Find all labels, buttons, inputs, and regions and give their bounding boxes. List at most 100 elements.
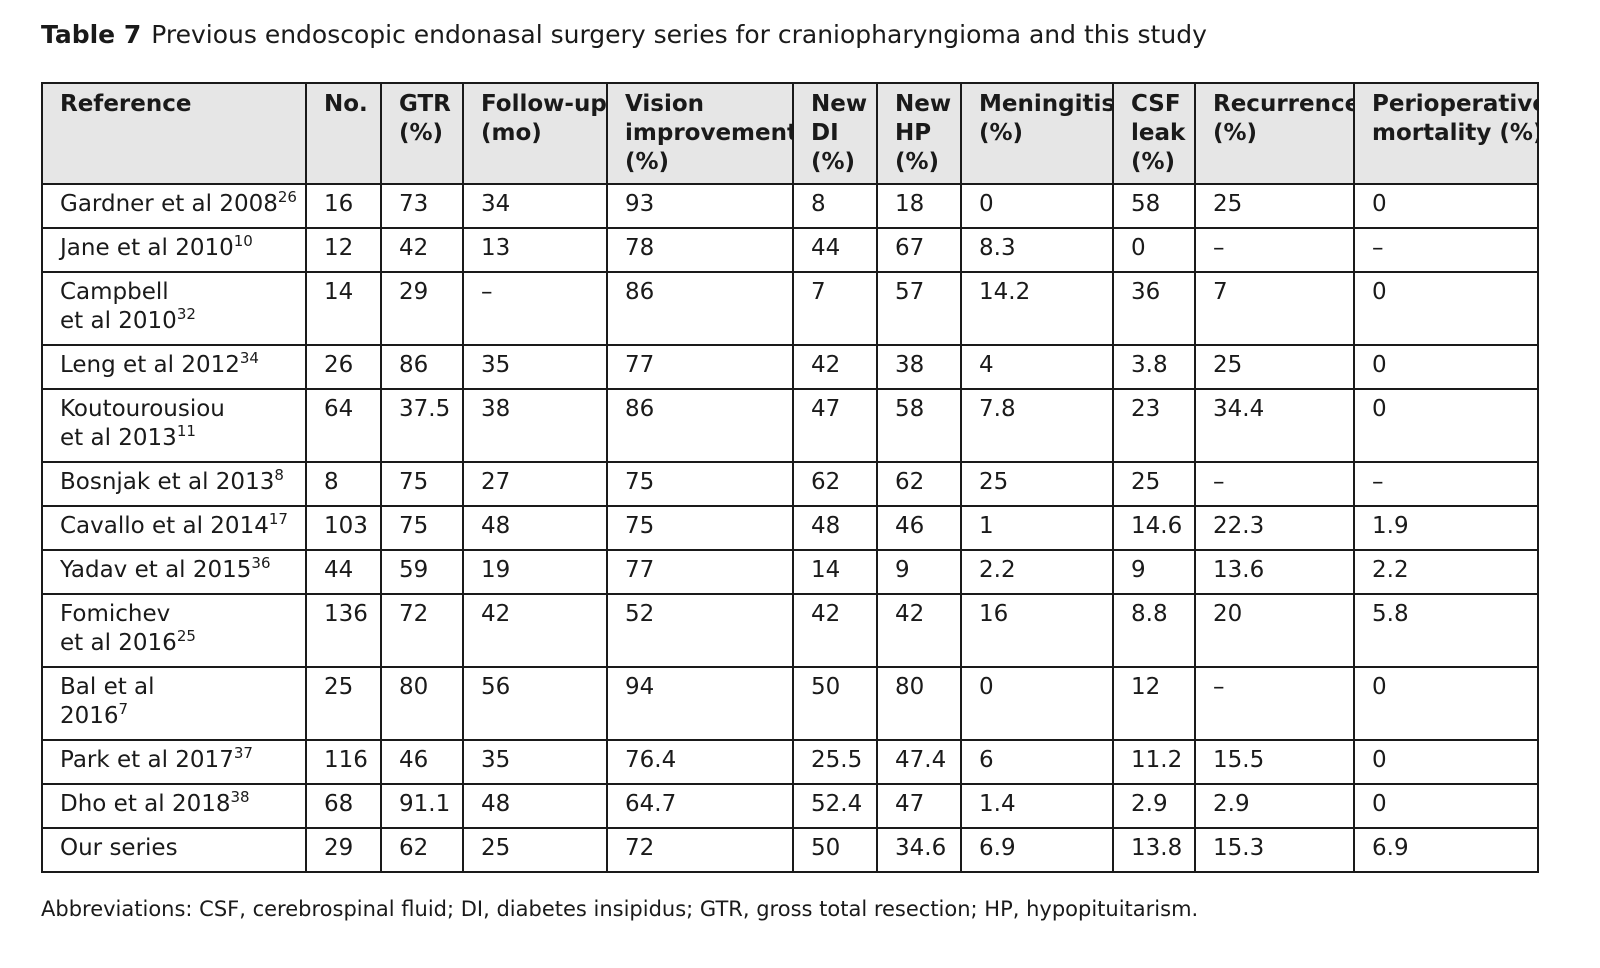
reference-text-line: et al 2016 <box>60 630 177 656</box>
table-cell: 2.2 <box>960 549 1114 595</box>
reference-text-line: Cavallo et al 2014 <box>60 513 269 539</box>
table-cell: 75 <box>606 461 794 507</box>
table-cell: 35 <box>462 739 608 785</box>
table-row: Our series 29 62 25 72 50 34.6 6.9 13.8 15.3 6.9 <box>41 827 1539 873</box>
table-cell: 52.4 <box>792 783 878 829</box>
table-cell: 93 <box>606 183 794 229</box>
table-cell: 86 <box>606 271 794 346</box>
table-cell: 103 <box>305 505 382 551</box>
column-header-line: DI <box>811 120 839 146</box>
table-row: Koutourousiou et al 201311 64 37.5 38 86 47 58 7… <box>41 388 1539 463</box>
table-cell: 0 <box>1353 739 1539 785</box>
column-header: Recurrence (%) <box>1194 82 1355 185</box>
citation-superscript: 11 <box>176 422 196 440</box>
table-row: Jane et al 201010 12 42 13 78 44 67 8.3 0– – <box>41 227 1539 273</box>
table-cell: 16 <box>305 183 382 229</box>
reference-text: Gardner et al 200826 <box>60 190 299 219</box>
table-cell: 19 <box>462 549 608 595</box>
table-cell: 0 <box>1353 388 1539 463</box>
column-header: Vision improvement (%) <box>606 82 794 185</box>
reference-text: Yadav et al 201536 <box>60 556 299 585</box>
table-cell: 42 <box>380 227 464 273</box>
reference-text-line: Gardner et al 2008 <box>60 191 278 217</box>
column-header: GTR (%) <box>380 82 464 185</box>
column-header-line: (mo) <box>481 120 542 146</box>
table-cell: 86 <box>380 344 464 390</box>
table-cell: 67 <box>876 227 962 273</box>
table-cell: 20 <box>1194 593 1355 668</box>
reference-text-line: Koutourousiou <box>60 396 225 422</box>
table-cell: 0 <box>1353 183 1539 229</box>
table-cell: 16 <box>960 593 1114 668</box>
table-cell: 7 <box>1194 271 1355 346</box>
column-header-line: (%) <box>811 149 856 175</box>
reference-text: Jane et al 201010 <box>60 234 299 263</box>
series-comparison-table: Reference No. GTR (%) Follow-up (mo) Vision imp… <box>41 82 1539 873</box>
reference-text-line: Jane et al 2010 <box>60 235 234 261</box>
table-cell: 15.5 <box>1194 739 1355 785</box>
table-cell: 76.4 <box>606 739 794 785</box>
table-row: Park et al 201737 116 46 35 76.4 25.5 47.4 6 11.… <box>41 739 1539 785</box>
table-cell: 44 <box>305 549 382 595</box>
reference-cell: Koutourousiou et al 201311 <box>41 388 307 463</box>
reference-cell: Leng et al 201234 <box>41 344 307 390</box>
table-cell: 1.9 <box>1353 505 1539 551</box>
table-row: Dho et al 201838 68 91.1 48 64.7 52.4 47 1.4 2.9… <box>41 783 1539 829</box>
table-cell: 46 <box>876 505 962 551</box>
table-cell: 14.6 <box>1112 505 1196 551</box>
column-header: New HP (%) <box>876 82 962 185</box>
table-cell: 13.8 <box>1112 827 1196 873</box>
table-cell: 7 <box>792 271 878 346</box>
table-footnote: Abbreviations: CSF, cerebrospinal fluid;… <box>41 897 1199 921</box>
table-cell: 80 <box>380 666 464 741</box>
table-cell: 15.3 <box>1194 827 1355 873</box>
table-cell: 8 <box>792 183 878 229</box>
table-cell: 29 <box>380 271 464 346</box>
table-cell: 2.9 <box>1112 783 1196 829</box>
reference-text-line: et al 2013 <box>60 425 177 451</box>
table-cell: 75 <box>380 461 464 507</box>
table-cell: 50 <box>792 666 878 741</box>
table-cell: 1 <box>960 505 1114 551</box>
table-cell: 9 <box>876 549 962 595</box>
table-cell: 8.8 <box>1112 593 1196 668</box>
reference-text: et al 201625 <box>60 629 299 658</box>
table-cell: 62 <box>876 461 962 507</box>
table-container: Reference No. GTR (%) Follow-up (mo) Vision imp… <box>41 82 1539 873</box>
reference-text-line: 2016 <box>60 703 119 729</box>
reference-cell: Bosnjak et al 20138 <box>41 461 307 507</box>
table-cell: 116 <box>305 739 382 785</box>
table-cell: 42 <box>792 344 878 390</box>
table-row: Campbell et al 201032 14 29–86 7 57 14.2 36 7 0 <box>41 271 1539 346</box>
reference-text-line: Fomichev <box>60 601 171 627</box>
table-cell: 13.6 <box>1194 549 1355 595</box>
table-cell: 80 <box>876 666 962 741</box>
reference-text: Dho et al 201838 <box>60 790 299 819</box>
table-cell: 34.6 <box>876 827 962 873</box>
table-cell: 59 <box>380 549 464 595</box>
citation-superscript: 38 <box>230 788 250 806</box>
table-cell: 38 <box>462 388 608 463</box>
citation-superscript: 37 <box>233 744 253 762</box>
table-cell: 1.4 <box>960 783 1114 829</box>
column-header: Reference <box>41 82 307 185</box>
reference-text: Leng et al 201234 <box>60 351 299 380</box>
column-header: New DI (%) <box>792 82 878 185</box>
table-cell: 11.2 <box>1112 739 1196 785</box>
table-cell: 0 <box>1112 227 1196 273</box>
column-header-line: Recurrence <box>1213 91 1354 117</box>
column-header: No. <box>305 82 382 185</box>
table-cell: 0 <box>960 183 1114 229</box>
table-cell: 25 <box>1194 344 1355 390</box>
table-cell: 12 <box>1112 666 1196 741</box>
table-cell: 2.9 <box>1194 783 1355 829</box>
table-row: Leng et al 201234 26 86 35 77 42 38 4 3.8 25 0 <box>41 344 1539 390</box>
table-cell: 8.3 <box>960 227 1114 273</box>
column-header-line: leak <box>1131 120 1186 146</box>
table-cell: 44 <box>792 227 878 273</box>
table-cell: 34.4 <box>1194 388 1355 463</box>
table-cell: 58 <box>876 388 962 463</box>
table-cell: 27 <box>462 461 608 507</box>
column-header-line: improvement <box>625 120 793 146</box>
table-cell: 0 <box>960 666 1114 741</box>
